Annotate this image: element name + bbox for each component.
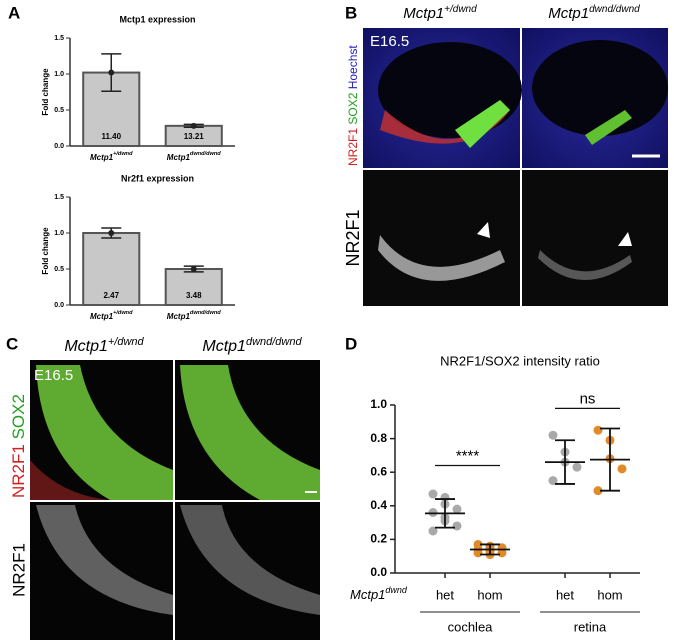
gene: Mctp1 — [202, 338, 246, 355]
column-label: Mctp1dwnd/dwnd — [548, 4, 640, 22]
mean-dot — [108, 230, 115, 236]
gene: Mctp1 — [403, 5, 444, 22]
data-point — [593, 425, 603, 435]
significance-label: ns — [580, 390, 596, 407]
genotype: dwnd/dwnd — [190, 151, 221, 157]
y-tick-label: 0.5 — [54, 107, 64, 114]
panel-letter: D — [345, 334, 357, 353]
gene: Mctp1 — [64, 338, 108, 355]
category-label: Mctp1+/dwnd — [90, 151, 133, 162]
bar — [164, 268, 223, 306]
x-tick-label: hom — [477, 587, 502, 602]
genotype: +/dwnd — [444, 4, 477, 15]
stage-label: E16.5 — [370, 33, 409, 50]
row-label: NR2F1 SOX2 Hoechst — [346, 45, 360, 166]
bar-label: 13.21 — [184, 132, 205, 141]
stain: SOX2 — [346, 92, 360, 124]
chart-title: NR2F1/SOX2 intensity ratio — [440, 353, 600, 368]
panel-letter: B — [345, 3, 357, 22]
column-label: Mctp1+/dwnd — [403, 4, 477, 22]
x-tick-label: hom — [597, 587, 622, 602]
category-label: Mctp1dwnd/dwnd — [167, 310, 221, 321]
y-tick-label: 1.5 — [54, 35, 64, 42]
mean-dot — [108, 69, 115, 76]
data-point — [572, 462, 582, 472]
y-tick-label: 1.0 — [54, 71, 64, 78]
data-point — [452, 521, 462, 531]
mean-dot — [190, 122, 197, 129]
column-label: Mctp1+/dwnd — [64, 336, 144, 355]
stain: Hoechst — [346, 45, 360, 90]
gene: Mctp1 — [90, 153, 114, 162]
data-point — [548, 476, 558, 486]
genotype: +/dwnd — [113, 310, 133, 316]
x-prefix: Mctp1dwnd — [350, 585, 408, 602]
y-tick-label: 0.4 — [370, 498, 387, 512]
genotype: dwnd/dwnd — [190, 310, 221, 316]
stain: NR2F1 — [346, 128, 360, 166]
micrograph-b — [363, 28, 668, 306]
y-tick-label: 0.0 — [54, 302, 64, 309]
group-label: retina — [574, 619, 607, 634]
genotype: +/dwnd — [108, 336, 145, 348]
y-tick-label: 1.5 — [54, 194, 64, 201]
stain: NR2F1 — [9, 444, 28, 498]
category-label: Mctp1+/dwnd — [90, 310, 133, 321]
y-tick-label: 0.2 — [370, 532, 387, 546]
axis-label: Fold change — [41, 227, 50, 275]
y-tick-label: 1.0 — [54, 230, 64, 237]
panel-letter: C — [6, 334, 18, 353]
y-tick-label: 0.0 — [54, 143, 64, 150]
gene: Mctp1 — [90, 312, 114, 321]
genotype: +/dwnd — [113, 151, 133, 157]
gene: Mctp1 — [167, 312, 191, 321]
axis-label: Fold change — [41, 68, 50, 116]
data-point — [593, 486, 603, 496]
y-tick-label: 1.0 — [370, 397, 387, 411]
panel-letter: A — [8, 3, 20, 22]
x-tick-label: het — [436, 587, 454, 602]
x-tick-label: het — [556, 587, 574, 602]
genotype: dwnd — [385, 585, 408, 595]
bar-label: 3.48 — [186, 291, 202, 300]
row-label: NR2F1 SOX2 — [9, 394, 28, 498]
micrograph-c — [30, 360, 320, 640]
gene: Mctp1 — [548, 5, 589, 22]
genotype: dwnd/dwnd — [246, 336, 303, 348]
significance-label: **** — [456, 447, 480, 464]
column-label: Mctp1dwnd/dwnd — [202, 336, 302, 355]
data-point — [428, 526, 438, 536]
data-point — [617, 464, 627, 474]
group-label: cochlea — [448, 619, 494, 634]
row-label: NR2F1 — [9, 543, 28, 597]
mean-dot — [190, 266, 197, 272]
y-tick-label: 0.6 — [370, 464, 387, 478]
data-point — [428, 489, 438, 499]
chart-title: Mctp1 expression — [119, 14, 195, 24]
genotype: dwnd/dwnd — [589, 4, 640, 15]
gene: Mctp1 — [350, 587, 385, 602]
row-label: NR2F1 — [343, 209, 363, 266]
bar-label: 2.47 — [103, 291, 119, 300]
chart-title: Nr2f1 expression — [121, 173, 194, 183]
gene: Mctp1 — [167, 153, 191, 162]
stage-label: E16.5 — [34, 367, 73, 384]
stain: SOX2 — [9, 394, 28, 439]
data-point — [452, 504, 462, 514]
y-tick-label: 0.5 — [54, 266, 64, 273]
y-tick-label: 0.8 — [370, 431, 387, 445]
data-point — [548, 430, 558, 440]
bar-label: 11.40 — [101, 132, 121, 141]
category-label: Mctp1dwnd/dwnd — [167, 151, 221, 162]
y-tick-label: 0.0 — [370, 565, 387, 579]
